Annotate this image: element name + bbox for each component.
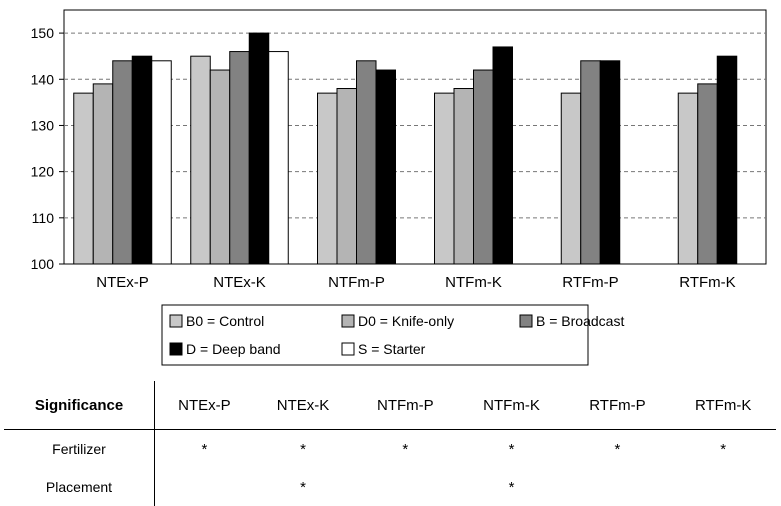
bar-ntex-k-series-1: [190, 55, 211, 265]
bar-rtfm-p-series-1: [560, 92, 582, 265]
table-cell: [670, 468, 776, 506]
row-label: Placement: [4, 468, 155, 506]
legend-swatch: [519, 314, 533, 328]
bar-ntfm-k-series-2: [453, 88, 474, 265]
table-header-col: NTFm-P: [352, 381, 459, 430]
x-tick-label: NTFm-P: [328, 274, 385, 291]
legend-label: B0 = Control: [186, 313, 264, 329]
table-cell: *: [720, 440, 727, 458]
x-tick-label: RTFm-K: [679, 274, 735, 291]
legend-swatch: [341, 342, 355, 356]
y-tick-label: 120: [31, 164, 55, 180]
legend-label: S = Starter: [358, 341, 426, 357]
bar-ntfm-k-series-3: [473, 69, 494, 265]
bar-chart: 100 110 120 130 140 150 NTEx-P NTEx-K NTFm-P NTFm…: [31, 9, 767, 366]
legend-box: [161, 304, 589, 366]
bar-ntex-k-series-3: [229, 51, 250, 265]
y-tick-label: 140: [31, 71, 55, 87]
table-cell: *: [614, 440, 621, 458]
x-tick-label: RTFm-P: [562, 274, 618, 291]
bar-ntfm-p-series-2: [336, 88, 357, 265]
legend-label: B = Broadcast: [536, 313, 624, 329]
bar-ntex-p-series-2: [92, 83, 114, 265]
y-tick-label: 110: [32, 210, 55, 226]
legend-label: D0 = Knife-only: [358, 313, 454, 329]
table-cell: *: [300, 440, 306, 458]
table-cell: [352, 468, 458, 506]
table-header-col: RTFm-K: [670, 381, 776, 430]
table-header-row: Significance NTEx-P NTEx-K NTFm-P NTFm-K…: [4, 381, 776, 430]
table-cell: [155, 468, 254, 506]
bar-ntex-p-series-1: [73, 92, 94, 265]
table-header-col: NTEx-P: [154, 381, 254, 430]
bar-ntfm-p-series-3: [356, 60, 377, 265]
bar-rtfm-p-series-3: [580, 60, 601, 265]
legend-label: D = Deep band: [186, 341, 281, 357]
table-cell: [565, 468, 671, 506]
table-cell: *: [201, 440, 208, 458]
legend-swatch: [169, 314, 183, 328]
bar-ntex-k-series-5: [268, 51, 289, 265]
x-tick-label: NTFm-K: [445, 274, 502, 291]
legend-swatch: [169, 342, 183, 356]
row-label: Fertilizer: [4, 429, 155, 468]
y-tick-label: 100: [31, 256, 55, 272]
bar-ntfm-k-series-4: [492, 46, 513, 265]
table-header-col: NTFm-K: [458, 381, 565, 430]
table-row-placement: Placement * *: [4, 468, 776, 506]
bar-ntex-k-series-4: [248, 32, 270, 265]
legend-swatch: [341, 314, 355, 328]
table-cell: *: [300, 478, 306, 496]
table-row-fertilizer: Fertilizer * * * * * *: [4, 429, 776, 468]
bar-ntex-k-series-2: [209, 69, 231, 265]
bar-rtfm-k-series-1: [677, 92, 699, 265]
plot-frame: [63, 9, 767, 265]
table-cell: *: [508, 440, 515, 458]
y-tick-label: 130: [31, 117, 55, 133]
table-header-col: NTEx-K: [253, 381, 353, 430]
bar-rtfm-k-series-3: [697, 83, 718, 265]
table-cell: *: [508, 478, 515, 496]
bar-ntfm-p-series-1: [317, 92, 338, 265]
y-tick-label: 150: [31, 25, 55, 41]
table-header-significance: Significance: [4, 381, 155, 430]
table-header-col: RTFm-P: [564, 381, 671, 430]
bar-rtfm-p-series-4: [599, 60, 621, 265]
significance-table: Significance NTEx-P NTEx-K NTFm-P NTFm-K…: [4, 381, 776, 506]
bar-ntfm-p-series-4: [375, 69, 396, 265]
bar-ntex-p-series-4: [131, 55, 153, 265]
bar-rtfm-k-series-4: [716, 55, 738, 265]
x-tick-label: NTEx-P: [96, 274, 149, 291]
x-tick-label: NTEx-K: [213, 274, 266, 291]
table-cell: *: [402, 440, 409, 458]
bar-ntex-p-series-5: [151, 60, 172, 265]
bar-ntfm-k-series-1: [434, 92, 455, 265]
bar-ntex-p-series-3: [112, 60, 133, 265]
